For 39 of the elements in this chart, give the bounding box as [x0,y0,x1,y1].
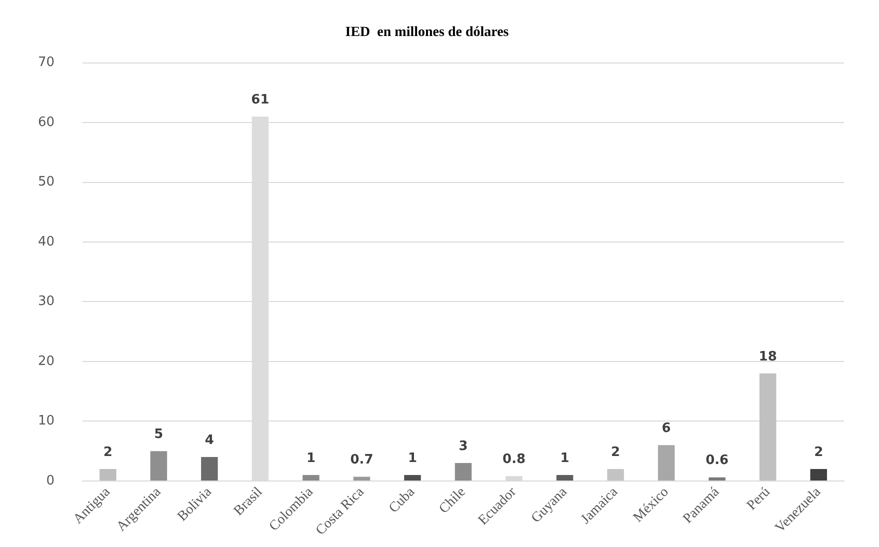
data-label: 1 [306,450,316,466]
bar [404,474,421,480]
y-tick-label: 0 [46,473,55,488]
data-label: 0.8 [502,452,526,468]
bar [302,474,320,480]
chart-title: IED en millones de dólares [345,25,510,40]
data-label: 0.6 [706,453,729,468]
data-label: 2 [814,444,824,460]
y-tick-label: 20 [38,354,55,369]
data-label: 5 [154,426,164,442]
data-label: 1 [408,450,418,466]
bar [353,476,370,480]
y-tick-label: 70 [38,55,55,70]
data-label: 4 [204,432,214,448]
bar [708,477,726,480]
bar [607,469,624,480]
y-tick-label: 60 [38,114,55,130]
bar [658,445,675,480]
y-tick-label: 40 [38,234,55,250]
bar [201,457,218,480]
data-label: 18 [758,349,777,364]
y-tick-label: 30 [38,294,55,310]
bar [556,474,574,480]
bar [150,451,168,480]
data-label: 1 [560,450,570,466]
data-label: 61 [251,92,270,108]
bar [759,373,776,480]
x-tick-label: Chile [436,484,469,517]
data-label: 0.7 [350,452,374,468]
data-label: 2 [103,444,112,460]
data-label: 6 [662,420,671,436]
y-tick-label: 50 [38,174,55,190]
data-label: 2 [611,444,620,460]
bar [100,469,116,480]
data-label: 3 [458,438,468,454]
bar [454,463,472,480]
x-tick-label: Cuba [386,484,418,516]
y-tick-label: 10 [38,414,55,429]
bar [810,469,827,480]
